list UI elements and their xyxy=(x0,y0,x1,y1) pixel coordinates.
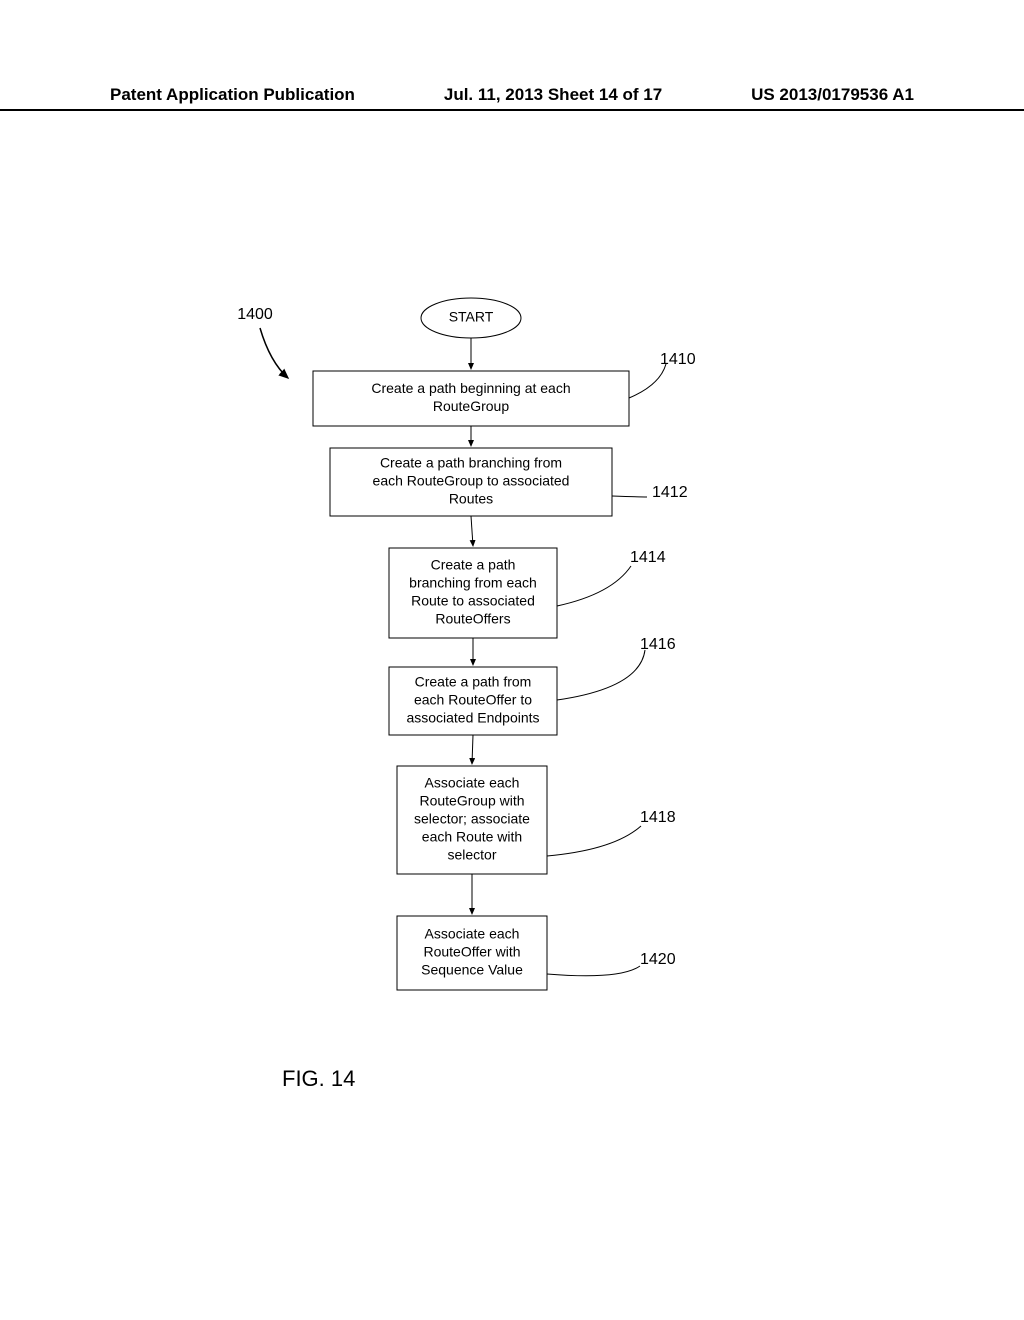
svg-text:selector: selector xyxy=(447,847,496,863)
svg-text:RouteGroup with: RouteGroup with xyxy=(419,793,524,809)
svg-text:Create a path from: Create a path from xyxy=(415,674,532,690)
svg-text:associated Endpoints: associated Endpoints xyxy=(406,710,539,726)
page-header: Patent Application Publication Jul. 11, … xyxy=(0,85,1024,111)
svg-text:Routes: Routes xyxy=(449,491,493,507)
svg-text:RouteGroup: RouteGroup xyxy=(433,398,509,414)
svg-text:RouteOffer with: RouteOffer with xyxy=(423,944,520,960)
svg-text:START: START xyxy=(449,309,494,325)
header-right-text: US 2013/0179536 A1 xyxy=(751,85,914,105)
page: Patent Application Publication Jul. 11, … xyxy=(0,0,1024,1320)
svg-text:1400: 1400 xyxy=(237,306,273,323)
svg-text:1420: 1420 xyxy=(640,951,676,968)
svg-text:Create a path branching from: Create a path branching from xyxy=(380,455,562,471)
svg-text:Sequence Value: Sequence Value xyxy=(421,962,523,978)
svg-text:Associate each: Associate each xyxy=(425,926,520,942)
svg-text:each Route with: each Route with xyxy=(422,829,522,845)
header-row: Patent Application Publication Jul. 11, … xyxy=(0,85,1024,105)
svg-text:1418: 1418 xyxy=(640,809,676,826)
header-mid-text: Jul. 11, 2013 Sheet 14 of 17 xyxy=(444,85,662,105)
svg-text:Route to associated: Route to associated xyxy=(411,593,535,609)
svg-text:Associate each: Associate each xyxy=(425,775,520,791)
svg-text:each RouteOffer to: each RouteOffer to xyxy=(414,692,532,708)
svg-text:1412: 1412 xyxy=(652,484,688,501)
svg-text:selector; associate: selector; associate xyxy=(414,811,530,827)
svg-text:1414: 1414 xyxy=(630,549,666,566)
svg-text:RouteOffers: RouteOffers xyxy=(435,611,510,627)
flowchart-svg: 1400 START Create a path beginning at each… xyxy=(0,130,1024,1230)
figure-label: FIG. 14 xyxy=(282,1066,355,1092)
svg-text:each RouteGroup to associated: each RouteGroup to associated xyxy=(373,473,570,489)
svg-text:branching from each: branching from each xyxy=(409,575,537,591)
svg-text:Create a path beginning at eac: Create a path beginning at each xyxy=(371,380,570,396)
svg-text:Create a path: Create a path xyxy=(431,557,516,573)
header-left-text: Patent Application Publication xyxy=(110,85,355,105)
